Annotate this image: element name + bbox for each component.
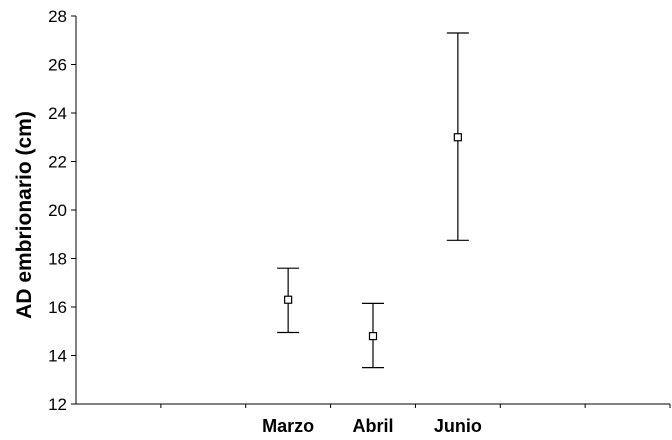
y-tick-label: 22 (48, 153, 67, 172)
x-axis: Marzo Abril Junio (76, 403, 671, 436)
y-axis-title: AD embrionario (cm) (13, 111, 36, 319)
y-tick-label: 16 (48, 298, 67, 317)
y-axis: 12 14 16 18 20 22 24 26 28 (48, 7, 77, 414)
x-category-label: Junio (434, 416, 482, 436)
y-tick-label: 12 (48, 395, 67, 414)
chart-marks (277, 32, 469, 369)
x-category-label: Marzo (262, 416, 314, 436)
y-tick-label: 28 (48, 7, 67, 26)
y-tick-label: 24 (48, 104, 67, 123)
y-tick-label: 26 (48, 56, 67, 75)
y-tick-label: 14 (48, 347, 67, 366)
data-point-marzo (284, 295, 293, 304)
x-category-label: Abril (352, 416, 393, 436)
data-point-junio (453, 133, 462, 142)
y-tick-label: 20 (48, 201, 67, 220)
data-point-abril (368, 332, 378, 341)
y-tick-label: 18 (48, 250, 67, 269)
